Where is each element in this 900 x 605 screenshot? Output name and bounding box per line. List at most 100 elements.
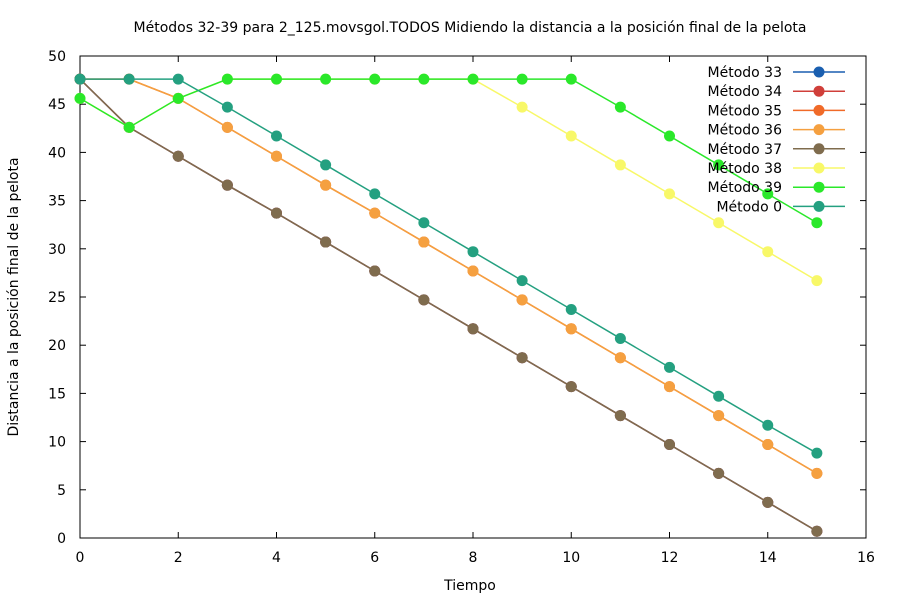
x-tick-label: 2 [174,550,183,566]
data-point [418,294,430,306]
legend-label: Método 0 [716,199,782,215]
y-tick-label: 25 [48,290,66,306]
y-tick-label: 0 [57,531,66,547]
series-line [79,78,818,532]
data-point [271,150,282,162]
data-point [664,188,675,200]
y-axis-label: Distancia a la posición final de la pelo… [6,157,22,436]
x-tick-label: 4 [272,550,281,566]
x-tick-label: 8 [469,550,478,566]
data-point [762,246,774,258]
y-tick-label: 45 [48,97,66,113]
chart-title: Métodos 32-39 para 2_125.movsgol.TODOS M… [134,20,807,36]
legend-swatch-marker [813,85,825,97]
data-point [418,236,430,248]
legend-label: Método 34 [708,84,783,100]
data-point [664,438,675,450]
series-line [80,78,818,454]
legend-label: Método 35 [708,103,782,119]
data-point [369,265,381,277]
data-point [369,188,381,200]
data-point [369,207,381,219]
data-point [172,92,184,104]
legend-swatch-marker [813,124,825,136]
legend-swatch-marker [813,143,825,155]
series-line [80,78,818,475]
y-tick-label: 15 [48,386,66,402]
data-point [221,179,233,191]
x-tick-label: 12 [661,550,679,566]
legend-swatch-marker [813,162,825,174]
data-point [320,179,332,191]
series-6 [74,73,823,229]
legend-label: Método 37 [708,142,782,158]
data-point [271,207,282,219]
x-tick-label: 6 [370,550,379,566]
x-tick-label: 0 [76,550,85,566]
data-point [271,73,282,85]
x-axis-label: Tiempo [443,578,496,594]
data-point [565,73,577,85]
legend-swatch-marker [813,200,825,212]
data-point [516,275,528,287]
series-line [79,78,818,532]
x-tick-label: 16 [857,550,875,566]
data-point [467,323,479,335]
data-point [614,352,626,364]
data-point [664,361,675,373]
legend-label: Método 36 [708,123,783,139]
series-line [80,78,818,475]
data-point [271,130,282,142]
y-tick-label: 40 [48,145,66,161]
data-point [467,73,479,85]
legend-label: Método 33 [708,65,782,81]
data-point [221,121,233,133]
data-point [565,130,577,142]
data-point [811,467,823,479]
y-tick-label: 10 [48,435,66,451]
series-line [79,78,818,532]
data-point [516,352,528,364]
y-tick-label: 50 [48,49,66,65]
data-point [74,73,86,85]
data-point [614,159,626,171]
x-tick-label: 14 [759,550,777,566]
data-point [713,390,725,402]
data-point [762,496,774,508]
data-point [713,410,725,422]
axis-ticks: 0 2 4 6 8 10 12 14 16 0 5 10 15 20 25 30 35 40 45 50 [48,49,875,566]
data-point [713,217,725,229]
data-point [172,150,184,162]
data-point [664,381,675,393]
data-point [516,101,528,113]
y-tick-label: 35 [48,194,66,210]
data-point [172,73,184,85]
x-tick-label: 10 [562,550,580,566]
data-point [123,121,135,133]
data-point [811,447,823,459]
legend-swatch-marker [813,181,825,193]
data-point [565,323,577,335]
data-point [320,159,332,171]
series-line [79,78,818,224]
data-point [467,246,479,258]
data-point [516,294,528,306]
data-point [713,467,725,479]
legend-swatch-marker [813,66,825,78]
data-point [418,217,430,229]
data-point [565,381,577,393]
data-point [614,101,626,113]
legend-swatch-marker [813,104,825,116]
legend: Método 33 Método 34 Método 35 Método 36 Méto… [708,65,845,215]
series-7 [74,73,823,459]
legend-label: Método 39 [708,180,782,196]
data-point [221,73,233,85]
data-point [74,92,86,104]
data-point [614,332,626,344]
y-tick-label: 5 [57,483,66,499]
data-point [467,265,479,277]
data-point [762,188,774,200]
data-point [614,410,626,422]
